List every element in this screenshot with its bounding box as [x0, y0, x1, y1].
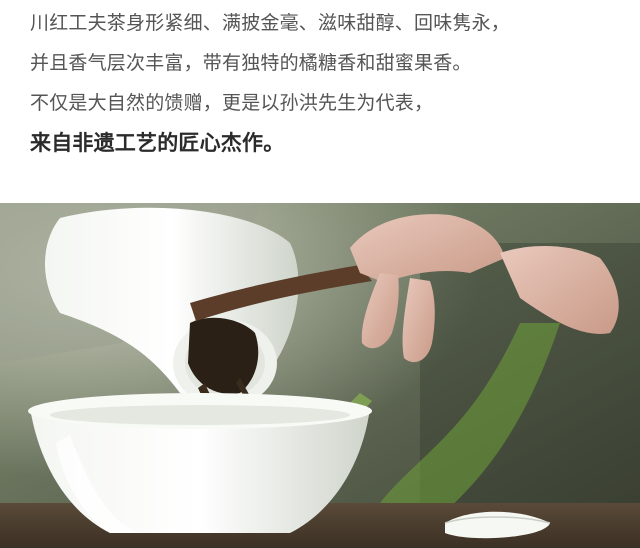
intro-line-1: 川红工夫茶身形紧细、满披金毫、滋味甜醇、回味隽永，: [30, 12, 511, 34]
tea-pouring-photo: [0, 203, 640, 548]
intro-emphasis-line: 来自非遗工艺的匠心杰作。: [30, 131, 285, 155]
intro-line-2: 并且香气层次丰富，带有独特的橘糖香和甜蜜果香。: [30, 52, 472, 74]
tea-photo-illustration: [0, 203, 640, 548]
intro-text-block: 川红工夫茶身形紧细、满披金毫、滋味甜醇、回味隽永， 并且香气层次丰富，带有独特的…: [30, 12, 630, 155]
intro-line-3: 不仅是大自然的馈赠，更是以孙洪先生为代表，: [30, 92, 434, 114]
